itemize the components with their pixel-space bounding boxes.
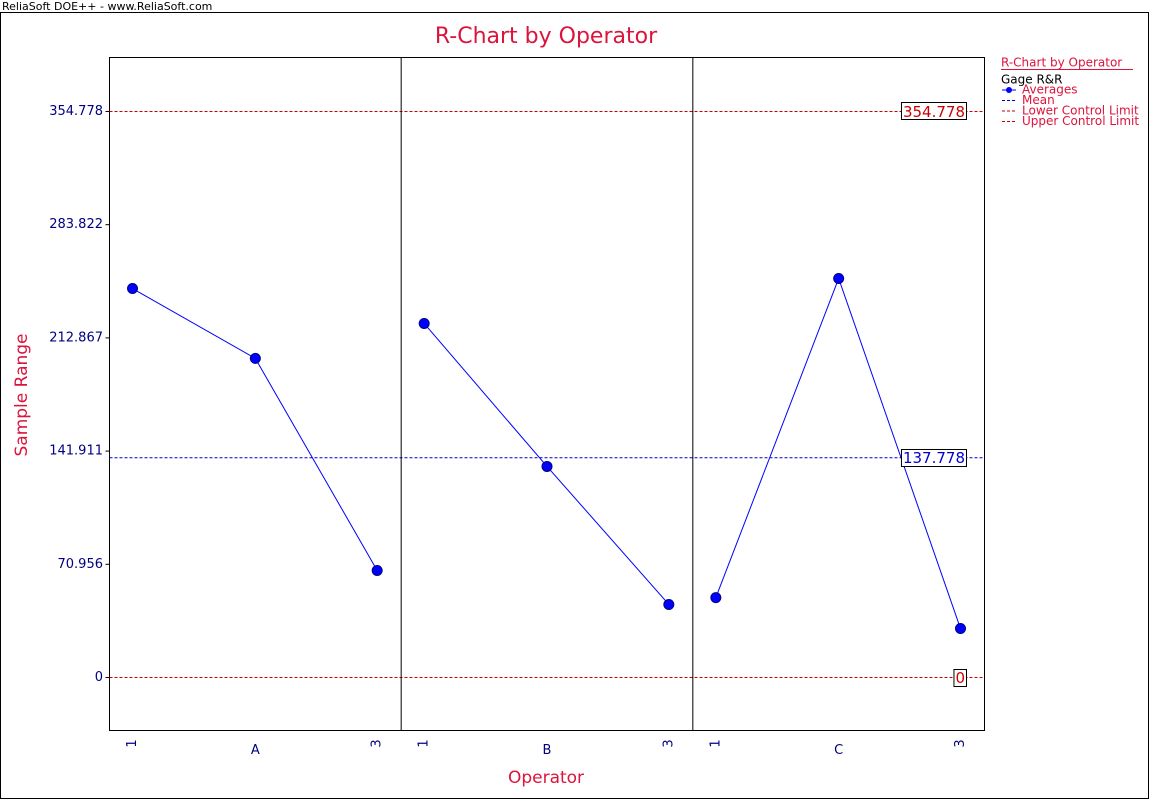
legend-marker (1006, 87, 1012, 93)
y-tick-label: 141.911 (49, 444, 103, 459)
x-axis-label: Operator (508, 768, 584, 788)
x-tick-label: C (834, 743, 843, 758)
y-tick-label: 0 (95, 670, 103, 685)
x-tick-label: 3 (953, 739, 968, 747)
y-tick-label: 212.867 (49, 330, 103, 345)
legend-label: Upper Control Limit (1022, 114, 1139, 128)
legend-title: R-Chart by Operator (1001, 56, 1122, 70)
limit-label: 137.778 (903, 449, 965, 467)
chart-title: R-Chart by Operator (435, 24, 658, 49)
data-point (833, 272, 845, 284)
legend-label: Averages (1022, 83, 1078, 97)
legend-label: Lower Control Limit (1022, 104, 1139, 118)
x-tick-label: 3 (661, 739, 676, 747)
x-tick-label: 1 (417, 739, 432, 747)
x-tick-label: 1 (708, 739, 723, 747)
y-tick-label: 283.822 (49, 217, 103, 232)
data-point (418, 317, 430, 329)
limit-label-box (900, 449, 967, 467)
limit-label: 354.778 (903, 103, 965, 121)
limit-label: 0 (955, 669, 965, 687)
limit-label-box (900, 102, 967, 120)
x-tick-label: 1 (125, 739, 140, 747)
y-tick-label: 70.956 (58, 557, 104, 572)
data-point (541, 460, 553, 472)
data-point (955, 623, 966, 635)
x-tick-label: A (251, 743, 260, 758)
y-tick-label: 354.778 (49, 104, 103, 119)
header: ReliaSoft DOE++ - www.ReliaSoft.com (2, 0, 212, 13)
limit-label-box (953, 669, 967, 687)
data-point (371, 564, 383, 576)
x-tick-label: B (543, 743, 552, 758)
legend-subtitle: Gage R&R (1001, 73, 1063, 87)
data-point (127, 283, 138, 295)
data-point (249, 352, 261, 364)
legend-label: Mean (1022, 93, 1055, 107)
y-axis-label: Sample Range (12, 333, 32, 456)
data-point (710, 592, 722, 604)
data-point (663, 598, 675, 610)
plot-area (109, 57, 985, 731)
frame (0, 12, 1149, 799)
x-tick-label: 3 (370, 739, 385, 747)
